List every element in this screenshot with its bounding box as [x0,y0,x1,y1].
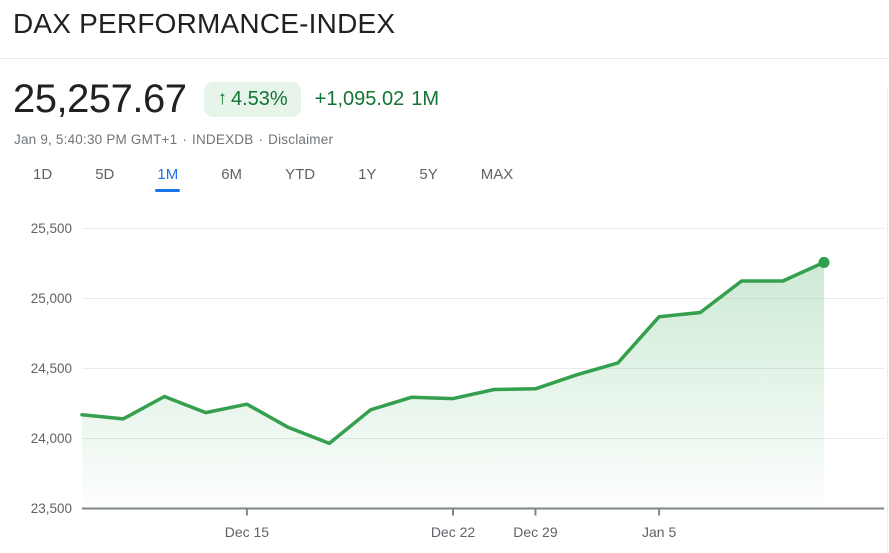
tab-6m[interactable]: 6M [221,166,243,183]
change-period-label: 1M [411,87,439,110]
meta-separator: · [182,132,188,147]
y-axis-label: 25,000 [31,291,72,306]
disclaimer-link[interactable]: Disclaimer [268,132,334,147]
page-title: DAX PERFORMANCE-INDEX [13,8,396,39]
y-axis-label: 24,500 [31,361,72,376]
tab-max[interactable]: MAX [480,166,514,183]
change-percent-badge: ↑ 4.53% [204,81,301,117]
tab-5d[interactable]: 5D [95,166,115,183]
price-value: 25,257.67 [13,76,187,121]
tab-5y[interactable]: 5Y [419,166,438,183]
y-axis-label: 25,500 [31,221,72,236]
exchange-name: INDEXDB [192,132,254,147]
chart-area-fill [82,262,824,509]
tab-1d[interactable]: 1D [33,166,53,183]
change-absolute: +1,095.02 1M [315,88,439,111]
tab-1y[interactable]: 1Y [358,166,377,183]
change-percent: 4.53% [230,87,288,110]
up-arrow-icon: ↑ [217,88,227,109]
price-row: 25,257.67 ↑ 4.53% +1,095.02 1M [13,76,439,121]
tab-ytd[interactable]: YTD [285,166,316,183]
quote-meta: Jan 9, 5:40:30 PM GMT+1 · INDEXDB · Disc… [14,132,333,147]
meta-separator: · [258,132,264,147]
y-axis-label: 24,000 [31,431,72,446]
right-edge-divider [887,88,888,553]
x-axis-label: Dec 22 [431,524,476,540]
y-axis-label: 23,500 [31,501,72,516]
quote-timestamp: Jan 9, 5:40:30 PM GMT+1 [14,132,178,147]
chart-price-line [80,260,826,446]
last-price-marker [818,256,830,268]
x-axis-label: Dec 15 [225,524,270,540]
tab-1m[interactable]: 1M [155,166,181,192]
header-divider [0,58,889,59]
change-absolute-value: +1,095.02 [314,87,405,110]
x-axis-label: Dec 29 [513,524,558,540]
x-axis-label: Jan 5 [642,524,676,540]
range-tabs: 1D 5D 1M 6M YTD 1Y 5Y MAX [33,166,514,192]
